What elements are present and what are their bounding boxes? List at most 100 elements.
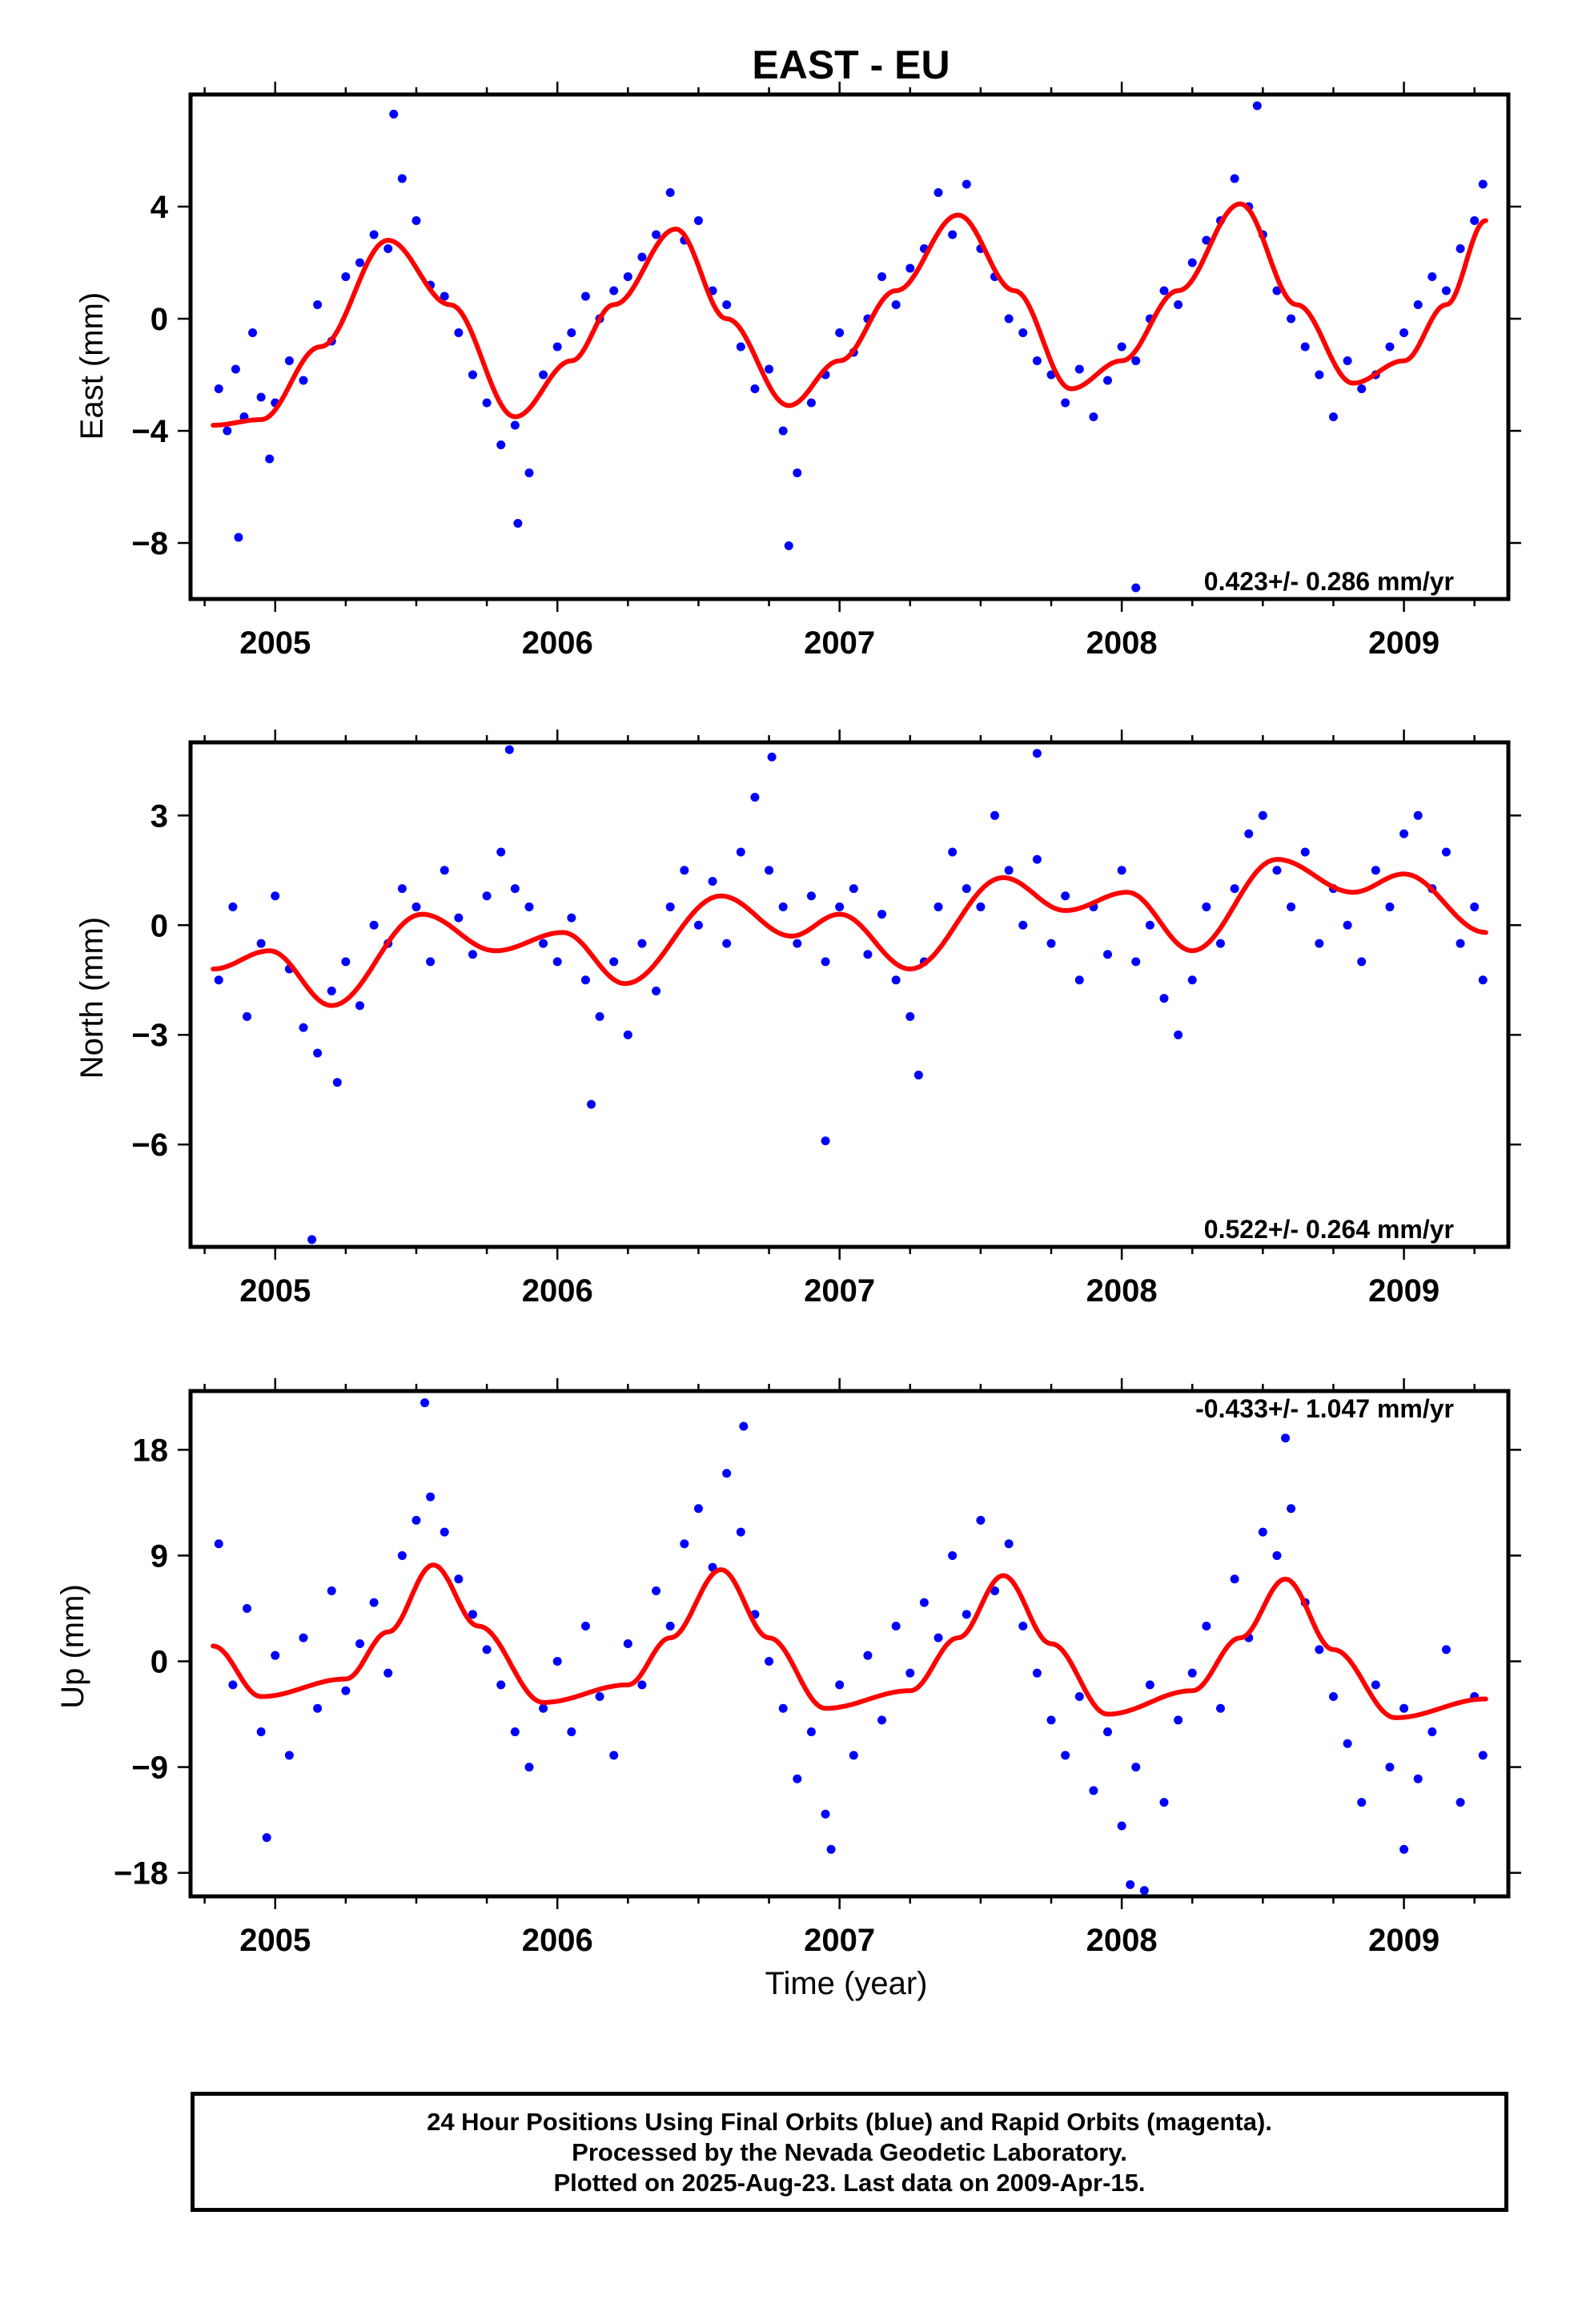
up-data-point — [1478, 1751, 1488, 1760]
up-x-tick-label: 2009 — [1368, 1923, 1439, 1958]
east-data-point — [793, 468, 802, 477]
north-data-point — [1046, 939, 1056, 948]
east-data-point — [1399, 328, 1409, 337]
up-data-point — [623, 1639, 632, 1648]
east-data-point — [1328, 412, 1338, 421]
up-data-point — [567, 1727, 576, 1737]
up-data-point — [1343, 1739, 1352, 1748]
east-data-point — [552, 342, 562, 352]
east-data-point — [234, 533, 243, 542]
up-data-point — [1385, 1763, 1395, 1772]
up-data-point — [1103, 1727, 1113, 1737]
up-data-point — [1046, 1715, 1056, 1725]
north-data-point — [504, 745, 514, 754]
up-data-point — [397, 1550, 407, 1560]
up-y-axis-label: Up (mm) — [55, 1584, 90, 1709]
east-data-point — [784, 541, 793, 550]
north-data-point — [1159, 994, 1169, 1003]
north-data-point — [1074, 975, 1084, 985]
north-data-point — [397, 884, 407, 894]
north-y-tick-label: 0 — [151, 908, 168, 943]
north-data-point — [934, 902, 943, 911]
north-data-point — [778, 902, 788, 911]
east-data-point — [397, 174, 407, 183]
east-data-point — [355, 258, 364, 267]
east-data-point — [313, 300, 323, 309]
north-data-point — [1456, 939, 1465, 948]
east-data-point — [1074, 364, 1084, 374]
up-data-point — [496, 1680, 506, 1690]
north-data-point — [1131, 957, 1141, 967]
east-data-point — [1103, 376, 1113, 385]
up-data-point — [1281, 1433, 1291, 1443]
up-data-point — [426, 1492, 436, 1502]
east-data-point — [513, 519, 523, 528]
up-data-point — [962, 1610, 971, 1619]
north-data-point — [1032, 854, 1042, 864]
east-data-point — [1300, 342, 1310, 352]
east-data-point — [1089, 412, 1098, 421]
north-data-point — [1004, 866, 1014, 875]
east-data-point — [1470, 216, 1480, 225]
up-data-point — [214, 1539, 223, 1549]
up-data-point — [1287, 1504, 1296, 1514]
up-data-point — [1357, 1798, 1367, 1807]
north-data-point — [1441, 847, 1451, 857]
north-data-point — [1187, 975, 1197, 985]
east-data-point — [256, 392, 266, 402]
up-data-point — [1215, 1703, 1225, 1713]
east-data-point — [637, 252, 647, 262]
north-data-point — [1215, 939, 1225, 948]
east-data-point — [468, 370, 477, 380]
east-y-axis-label: East (mm) — [74, 292, 110, 440]
east-data-point — [750, 384, 760, 393]
north-data-point — [1202, 902, 1211, 911]
east-x-tick-label: 2005 — [239, 625, 311, 661]
up-data-point — [228, 1680, 238, 1690]
up-data-point — [552, 1657, 562, 1667]
east-data-point — [524, 468, 534, 477]
north-data-point — [793, 939, 802, 948]
east-data-point — [1287, 314, 1296, 324]
up-data-point — [440, 1527, 449, 1537]
east-data-point — [1131, 583, 1141, 593]
up-data-point — [242, 1603, 251, 1613]
north-data-point — [539, 939, 548, 948]
up-data-point — [1202, 1621, 1211, 1630]
up-data-point — [580, 1621, 590, 1630]
up-data-point — [355, 1639, 364, 1648]
north-data-point — [1371, 866, 1380, 875]
up-data-point — [990, 1586, 1000, 1595]
east-y-tick-label: 4 — [151, 190, 169, 225]
up-data-point — [680, 1539, 689, 1549]
north-data-point — [722, 939, 732, 948]
north-data-point — [510, 884, 520, 894]
up-data-point — [1187, 1668, 1197, 1678]
north-data-point — [1103, 950, 1113, 959]
up-data-point — [299, 1633, 308, 1642]
north-data-point — [1145, 920, 1154, 930]
north-data-point — [750, 792, 760, 802]
up-x-tick-label: 2007 — [804, 1923, 875, 1958]
east-x-tick-label: 2007 — [804, 625, 875, 661]
caption-line-3: Plotted on 2025-Aug-23. Last data on 200… — [553, 2169, 1146, 2197]
north-data-point — [1174, 1030, 1183, 1039]
east-data-point — [389, 110, 399, 119]
east-data-point — [962, 179, 971, 189]
up-data-point — [1117, 1821, 1126, 1831]
up-data-point — [1159, 1798, 1169, 1807]
north-data-point — [765, 866, 774, 875]
east-y-tick-label: −8 — [131, 526, 168, 561]
up-data-point — [919, 1598, 929, 1607]
north-data-point — [821, 1136, 830, 1146]
up-data-point — [454, 1574, 464, 1584]
north-data-point — [976, 902, 986, 911]
east-data-point — [1427, 272, 1437, 281]
north-data-point — [426, 957, 436, 967]
east-data-point — [299, 376, 308, 385]
up-data-point — [1427, 1727, 1437, 1737]
up-data-point — [637, 1680, 647, 1690]
east-data-point — [1061, 398, 1070, 408]
up-data-point — [412, 1515, 421, 1525]
north-data-point — [767, 752, 777, 762]
